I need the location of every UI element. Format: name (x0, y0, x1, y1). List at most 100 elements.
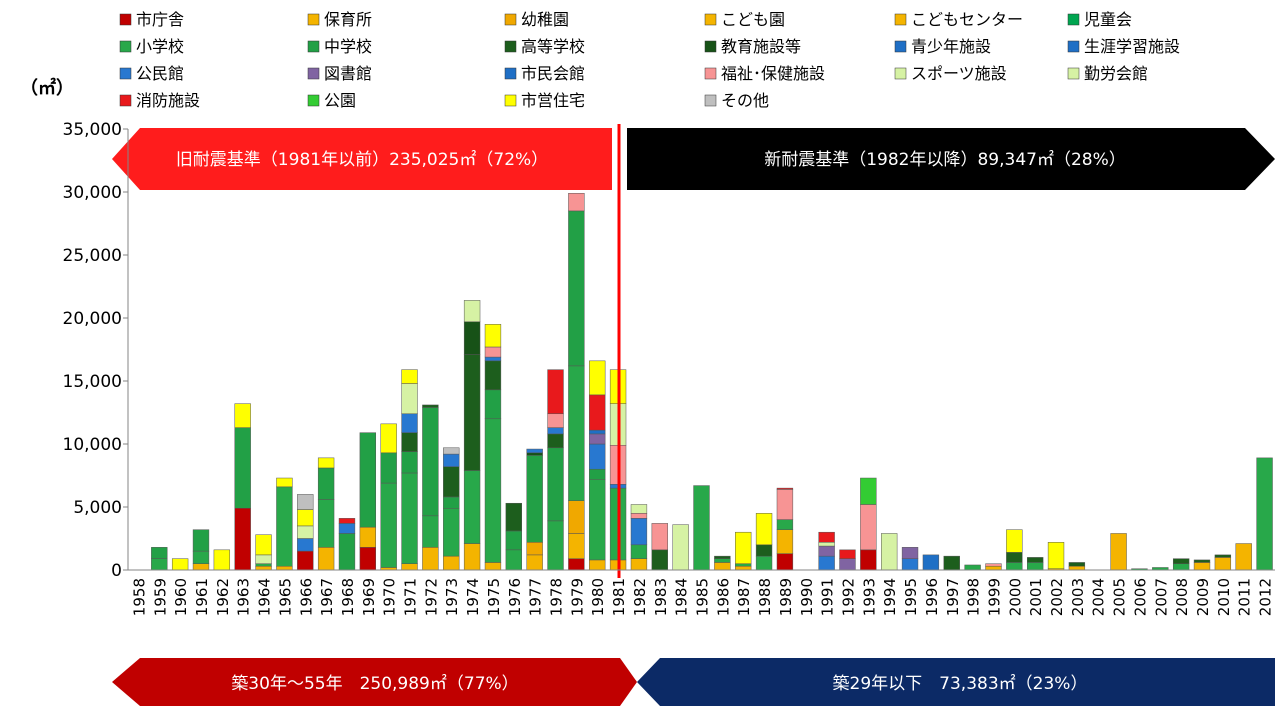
x-tick-label: 1982 (631, 578, 649, 616)
bar-segment (1110, 533, 1127, 571)
bar-segment (1193, 562, 1211, 571)
bar-segment (359, 432, 377, 528)
legend-swatch (704, 13, 717, 26)
y-tick-label: 5,000 (73, 498, 122, 518)
bar-segment (255, 554, 272, 564)
bar-segment (401, 451, 418, 474)
bar-segment (1006, 562, 1023, 571)
bar-segment (443, 447, 460, 455)
bar-segment (568, 210, 585, 367)
bar-segment (255, 563, 272, 567)
bar-segment (547, 447, 564, 522)
x-tick-label: 1968 (339, 578, 357, 616)
bar-segment (589, 468, 606, 480)
bar-segment (192, 563, 210, 571)
bar-segment (380, 482, 397, 568)
x-tick-label: 1973 (443, 578, 461, 616)
bar-segment (422, 407, 439, 517)
legend-swatch (894, 67, 907, 80)
bar-segment (484, 389, 502, 420)
legend-label: こどもセンター (911, 10, 1023, 29)
legend-swatch (704, 94, 717, 107)
bar-segment (755, 555, 773, 571)
bar-segment (1256, 457, 1273, 571)
y-tick-label: 10,000 (63, 435, 122, 455)
bar-segment (651, 523, 668, 551)
x-tick-label: 1975 (485, 578, 503, 616)
bar-segment (1047, 542, 1065, 569)
bar-segment (463, 300, 481, 323)
bar-segment (401, 369, 418, 384)
bar-segment (630, 513, 648, 519)
bar-segment (568, 193, 585, 212)
bar-segment (1026, 557, 1044, 563)
x-tick-label: 2005 (1111, 578, 1129, 616)
x-tick-label: 1997 (944, 578, 962, 616)
bar-segment (192, 529, 210, 552)
legend-swatch (894, 13, 907, 26)
bar-segment (922, 554, 940, 571)
bar-segment (776, 519, 794, 530)
y-tick-label: 25,000 (63, 246, 122, 266)
bar-segment (589, 394, 606, 431)
bar-segment (630, 544, 648, 559)
bar-segment (463, 321, 481, 355)
x-tick-label: 2002 (1048, 578, 1066, 616)
bar-segment (401, 413, 418, 433)
legend-label: 市庁舎 (136, 10, 184, 29)
bar-segment (463, 543, 481, 571)
bar-segment (317, 547, 335, 571)
bar-segment (526, 455, 543, 543)
x-tick-label: 1971 (402, 578, 420, 616)
x-tick-label: 2011 (1236, 578, 1254, 616)
bar-segment (1068, 562, 1086, 567)
annotation: 築30年～55年 250,989㎡（77%） (231, 674, 518, 694)
bar-segment (359, 547, 377, 571)
bar-segment (505, 549, 522, 571)
x-tick-label: 1984 (673, 578, 691, 616)
arrow-new (627, 128, 1275, 190)
arrow-age-new (637, 658, 1275, 706)
bar-segment (1172, 563, 1190, 571)
x-tick-label: 1998 (965, 578, 983, 616)
y-tick-label: 0 (111, 561, 122, 581)
x-tick-label: 1976 (506, 578, 524, 616)
x-tick-label: 1980 (589, 578, 607, 616)
bar-segment (714, 558, 731, 563)
x-tick-label: 1979 (568, 578, 586, 616)
bar-segment (630, 558, 648, 571)
bar-segment (964, 564, 981, 571)
bar-segment (443, 555, 460, 571)
bar-segment (568, 365, 585, 501)
bar-segment (401, 563, 418, 571)
legend-label: 市営住宅 (521, 91, 585, 110)
legend-label: その他 (721, 91, 769, 110)
x-tick-label: 1987 (735, 578, 753, 616)
bar-segment (505, 502, 522, 532)
x-tick-label: 1981 (610, 578, 628, 616)
arrow-age-old (112, 658, 637, 706)
legend-swatch (504, 40, 517, 53)
bar-segment (317, 457, 335, 469)
bar-segment (192, 550, 210, 564)
bar-segment (422, 404, 439, 408)
legend-swatch (504, 94, 517, 107)
bar-segment (860, 549, 877, 571)
bar-segment (589, 360, 606, 396)
bar-segment (1026, 562, 1044, 571)
bar-segment (693, 485, 710, 571)
legend-label: 教育施設等 (721, 37, 801, 56)
legend-label: 図書館 (324, 64, 372, 83)
bar-segment (714, 555, 731, 559)
bar-segment (1193, 559, 1211, 563)
bar-segment (755, 513, 773, 546)
x-tick-label: 1983 (652, 578, 670, 616)
legend-swatch (119, 67, 132, 80)
bar-segment (484, 418, 502, 563)
x-tick-label: 1978 (548, 578, 566, 616)
x-tick-label: 1958 (130, 578, 148, 616)
bar-segment (463, 354, 481, 471)
bar-segment (776, 529, 794, 554)
bar-segment (547, 520, 564, 571)
